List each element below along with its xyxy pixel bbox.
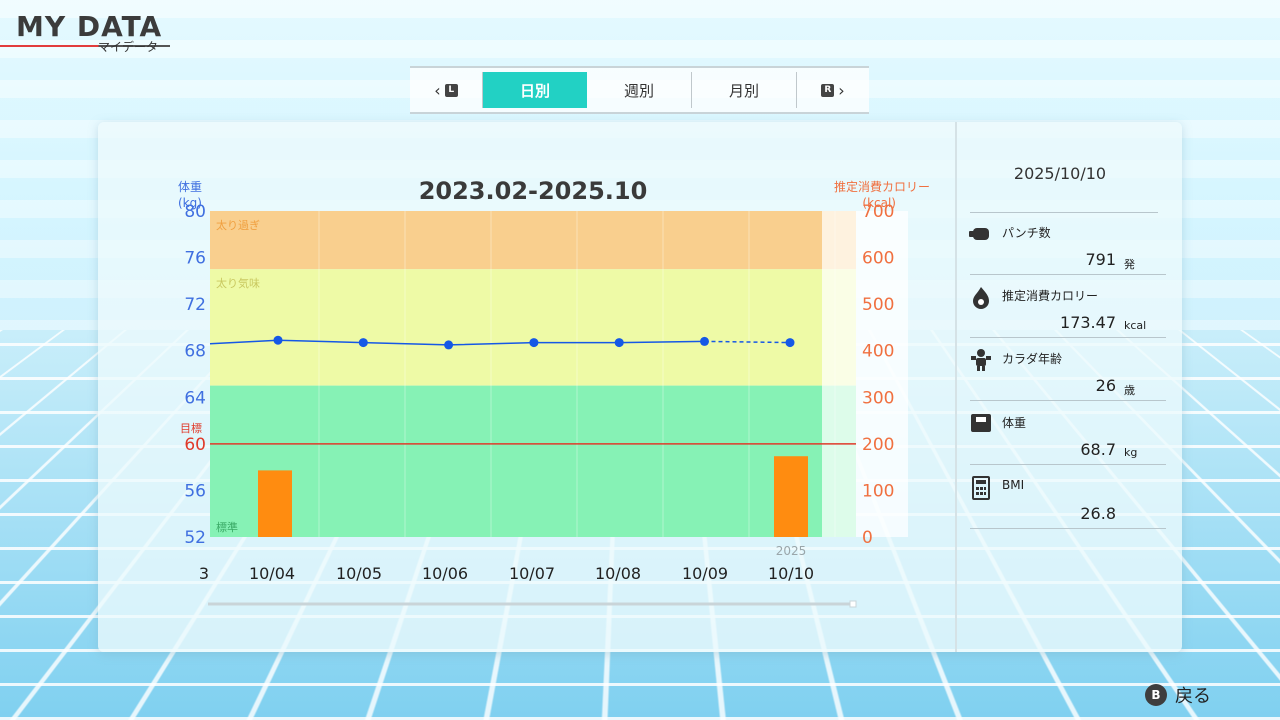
left-tick-label: 60 <box>184 435 206 455</box>
chevron-left-icon: ‹ <box>434 81 440 100</box>
right-tick-label: 500 <box>862 295 894 315</box>
left-tick-label: 72 <box>184 295 206 315</box>
stat-value: 791 <box>1085 250 1116 269</box>
right-tick-label: 600 <box>862 249 894 269</box>
right-tick-label: 200 <box>862 435 894 455</box>
back-control[interactable]: B 戻る <box>1145 682 1211 708</box>
punch-icon <box>968 222 994 246</box>
left-tick-label: 64 <box>184 388 206 408</box>
x-tick-label: 10/10 <box>768 564 814 583</box>
target-label: 目標 <box>180 421 202 435</box>
b-button-icon: B <box>1145 684 1167 706</box>
scale-icon <box>968 412 994 436</box>
zone-band <box>210 386 856 537</box>
calculator-icon <box>968 476 994 500</box>
zone-label: 太り過ぎ <box>216 218 260 232</box>
page-subtitle: マイデータ <box>98 38 158 55</box>
stat-unit: 歳 <box>1124 382 1135 398</box>
right-tick-label: 100 <box>862 481 894 501</box>
left-tick-label: 56 <box>184 481 206 501</box>
stat-value: 26.8 <box>1080 504 1116 523</box>
next-tab-button[interactable]: R › <box>797 72 869 108</box>
x-tick-label: 10/04 <box>249 564 295 583</box>
right-tick-label: 400 <box>862 342 894 362</box>
x-tick-label: 10/09 <box>682 564 728 583</box>
stat-label: 推定消費カロリー <box>1002 287 1098 304</box>
tab-monthly[interactable]: 月別 <box>692 72 797 108</box>
zone-label: 太り気味 <box>216 276 260 290</box>
weight-point <box>615 338 624 347</box>
tab-daily[interactable]: 日別 <box>483 72 587 108</box>
stat-body-age: カラダ年齢 26 歳 <box>968 348 1168 408</box>
x-tick-label: 10/08 <box>595 564 641 583</box>
left-tick-label: 52 <box>184 528 206 548</box>
left-tick-label: 68 <box>184 342 206 362</box>
stat-divider <box>970 528 1166 529</box>
r-key-icon: R <box>821 84 834 97</box>
weight-point <box>529 338 538 347</box>
weight-calorie-chart[interactable]: 太り過ぎ太り気味標準目標2023.02-2025.10体重(kg)8076726… <box>170 165 950 615</box>
stat-divider <box>970 464 1166 465</box>
weight-point <box>359 338 368 347</box>
body-icon <box>968 348 994 372</box>
tab-weekly[interactable]: 週別 <box>587 72 692 108</box>
weight-point <box>274 336 283 345</box>
scrollbar-thumb <box>850 601 856 607</box>
stat-divider <box>970 337 1166 338</box>
right-tick-label: 300 <box>862 388 894 408</box>
weight-point <box>700 337 709 346</box>
calorie-bar <box>258 470 292 537</box>
calorie-bar <box>774 456 808 537</box>
weight-point <box>786 338 795 347</box>
right-axis-title: 推定消費カロリー <box>834 179 930 194</box>
right-tick-label: 0 <box>862 528 873 548</box>
stat-unit: 発 <box>1124 256 1135 272</box>
stat-label: BMI <box>1002 478 1024 492</box>
period-tabs: ‹ L 日別 週別 月別 R › <box>410 66 869 114</box>
left-tick-label: 80 <box>184 202 206 222</box>
stat-value: 68.7 <box>1080 440 1116 459</box>
date-divider <box>970 212 1158 213</box>
stat-divider <box>970 400 1166 401</box>
zone-band <box>210 269 856 385</box>
stat-label: 体重 <box>1002 414 1026 431</box>
stat-unit: kcal <box>1124 319 1146 332</box>
panel-divider <box>955 122 957 652</box>
left-tick-label: 76 <box>184 249 206 269</box>
x-tick-label: 10/07 <box>509 564 555 583</box>
x-tick-label: 10/06 <box>422 564 468 583</box>
left-axis-title: 体重 <box>178 180 202 194</box>
prev-tab-button[interactable]: ‹ L <box>410 72 483 108</box>
right-tick-label: 700 <box>862 202 894 222</box>
stat-divider <box>970 274 1166 275</box>
stat-value: 173.47 <box>1060 313 1116 332</box>
back-label: 戻る <box>1175 682 1211 708</box>
selected-date: 2025/10/10 <box>960 164 1160 183</box>
stat-calories: 推定消費カロリー 173.47 kcal <box>968 285 1168 345</box>
stat-bmi: BMI 26.8 <box>968 476 1168 536</box>
stat-label: パンチ数 <box>1002 224 1051 241</box>
zone-label: 標準 <box>216 520 238 534</box>
stat-value: 26 <box>1096 376 1116 395</box>
stat-weight: 体重 68.7 kg <box>968 412 1168 472</box>
stat-punches: パンチ数 791 発 <box>968 222 1168 282</box>
x-tick-label: 10/05 <box>336 564 382 583</box>
weight-point <box>444 340 453 349</box>
l-key-icon: L <box>445 84 458 97</box>
stat-label: カラダ年齢 <box>1002 350 1062 367</box>
chevron-right-icon: › <box>838 81 844 100</box>
flame-icon <box>968 285 994 309</box>
year-label: 2025 <box>776 544 807 558</box>
zone-band <box>210 211 856 269</box>
chart-title: 2023.02-2025.10 <box>419 177 648 205</box>
x-tick-label: 3 <box>199 564 209 583</box>
stat-unit: kg <box>1124 446 1137 459</box>
